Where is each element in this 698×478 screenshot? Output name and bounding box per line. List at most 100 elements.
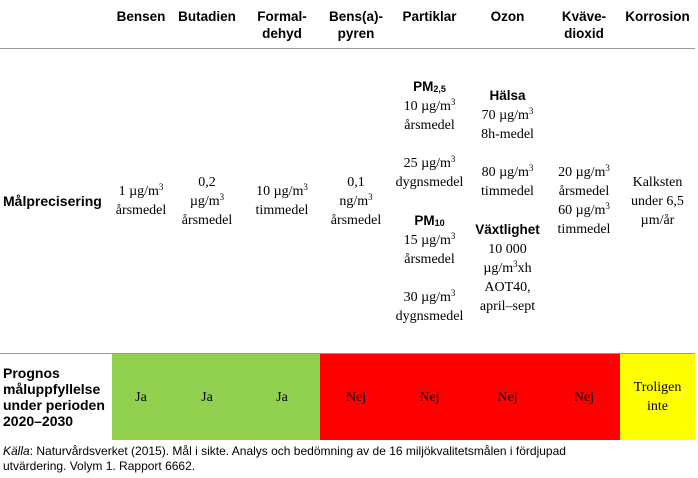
cell-line: årsmedel	[392, 116, 467, 135]
text-segment: Ja	[201, 389, 213, 405]
text-segment: PM	[413, 78, 434, 94]
text-segment: årsmedel	[181, 212, 233, 228]
text-segment: : Naturvårdsverket (2015). Mål i sikte. …	[3, 444, 566, 473]
cell-line: årsmedel	[112, 201, 170, 220]
text-segment: µg/m	[483, 261, 514, 276]
cell-block: 0,2 µg/m3 årsmedel	[170, 173, 244, 230]
text-segment: 3	[450, 230, 456, 241]
text-segment: dygnsmedel	[395, 174, 464, 190]
cell-block: Kalksten under 6,5 µm/år	[620, 173, 695, 230]
cell-block: 0,1 ng/m3 årsmedel	[320, 173, 392, 230]
cell-line: Nej	[392, 388, 467, 407]
header-line: Butadien	[178, 9, 236, 24]
text-segment: årsmedel	[558, 184, 610, 199]
table-cell: Troligen inte	[620, 353, 695, 440]
corner-cell	[0, 0, 112, 49]
text-segment: Nej	[497, 389, 518, 405]
cell-line: 80 µg/m3	[467, 163, 548, 182]
cell-line: timmedel	[548, 220, 620, 239]
text-segment: 3	[605, 163, 610, 173]
text-segment: 3	[368, 191, 373, 202]
text-segment: 15 µg/m	[403, 232, 451, 248]
text-segment: 80 µg/m	[481, 165, 529, 180]
table-cell: Nej	[392, 353, 467, 440]
text-segment: PM	[414, 212, 435, 228]
text-segment: Nej	[573, 389, 595, 405]
table-cell: Ja	[170, 353, 244, 440]
cell-line: årsmedel	[320, 211, 392, 230]
text-segment: µg/m	[189, 193, 220, 209]
text-segment: april–sept	[479, 299, 536, 314]
table-cell: Nej	[467, 353, 548, 440]
text-segment: ng/m	[339, 193, 369, 209]
text-segment: under 6,5	[631, 193, 684, 209]
text-segment: AOT40,	[484, 280, 531, 295]
table-cell: 0,2 µg/m3 årsmedel	[170, 48, 244, 354]
cell-line: ng/m3	[320, 192, 392, 211]
cell-block: Växtlighet 10 000 µg/m3xh AOT40, april–sept	[467, 220, 548, 316]
cell-line: timmedel	[244, 201, 320, 220]
table-cell: Nej	[320, 353, 392, 440]
cell-line: 60 µg/m3	[548, 201, 620, 220]
text-segment: årsmedel	[404, 251, 455, 267]
cell-block: PM2,5 10 µg/m3 årsmedel	[392, 77, 467, 135]
table-cell: Kalksten under 6,5 µm/år	[620, 48, 695, 354]
cell-line: Ja	[112, 388, 170, 407]
text-segment: årsmedel	[330, 212, 382, 228]
cell-line: 1 µg/m3	[112, 182, 170, 201]
cell-line: inte	[620, 397, 695, 416]
text-segment: 8h-medel	[481, 127, 534, 142]
table-cell: 10 µg/m3 timmedel	[244, 48, 320, 354]
header-row: Bensen Butadien Formal-dehyd Bens(a)- pyren P…	[0, 0, 695, 49]
text-segment: Ja	[276, 389, 288, 405]
cell-line: Hälsa	[467, 86, 548, 106]
table-cell: 0,1 ng/m3 årsmedel	[320, 48, 392, 354]
header-line: Bensen	[116, 9, 166, 24]
header-line: dehyd	[262, 26, 302, 41]
text-segment: Nej	[345, 389, 367, 405]
table-cell: Nej	[548, 353, 620, 440]
cell-line: dygnsmedel	[392, 307, 467, 326]
text-segment: 25 µg/m	[403, 155, 451, 171]
column-header: Bensen	[112, 0, 170, 49]
label-line: måluppfyllelse	[3, 381, 101, 397]
cell-block: 20 µg/m3 årsmedel 60 µg/m3 timmedel	[548, 163, 620, 239]
column-header: Korrosion	[620, 0, 695, 49]
cell-line: Växtlighet	[467, 220, 548, 240]
text-segment: 70 µg/m	[481, 108, 529, 123]
text-segment: timmedel	[557, 222, 611, 237]
cell-line: Nej	[320, 388, 392, 407]
cell-line: dygnsmedel	[392, 173, 467, 192]
text-segment: 0,2	[198, 174, 216, 190]
row-label: Prognos måluppfyllelse under perioden 2020–…	[0, 354, 112, 441]
cell-line: 10 µg/m3	[392, 97, 467, 116]
text-segment: 3	[450, 153, 456, 164]
cell-line: 30 µg/m3	[392, 288, 467, 307]
text-segment: 20 µg/m	[558, 165, 606, 180]
column-header: Bens(a)- pyren	[320, 0, 392, 49]
text-segment: 3	[158, 182, 164, 192]
text-segment: 3	[513, 259, 518, 269]
table-cell: 20 µg/m3 årsmedel 60 µg/m3 timmedel	[548, 48, 620, 354]
cell-block: 30 µg/m3 dygnsmedel	[392, 288, 467, 326]
column-header: Formal-dehyd	[244, 0, 320, 49]
text-segment: 10 000	[488, 242, 527, 257]
text-segment: 1 µg/m	[118, 184, 159, 199]
text-segment: årsmedel	[115, 203, 167, 218]
text-segment: 10	[434, 217, 445, 228]
text-segment: dygnsmedel	[395, 308, 464, 324]
cell-line: µg/m3xh	[467, 259, 548, 278]
text-segment: Växtlighet	[475, 222, 540, 237]
cell-line: 15 µg/m3	[392, 231, 467, 250]
text-segment: 10 µg/m	[256, 184, 304, 199]
text-segment: 10 µg/m	[403, 98, 451, 114]
cell-block: Ja	[244, 388, 320, 407]
table: Bensen Butadien Formal-dehyd Bens(a)- pyren P…	[0, 0, 695, 440]
text-segment: inte	[647, 399, 668, 414]
text-segment: 3	[450, 96, 456, 107]
cell-line: Ja	[170, 388, 244, 407]
text-segment: Ja	[135, 389, 147, 405]
cell-line: 25 µg/m3	[392, 154, 467, 173]
text-segment: 2,5	[433, 83, 446, 94]
label-line: Målprecisering	[3, 193, 102, 209]
